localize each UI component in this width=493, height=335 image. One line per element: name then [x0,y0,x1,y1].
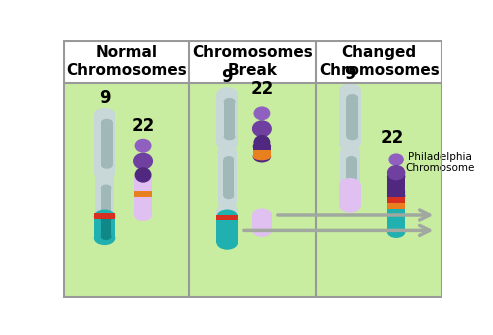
Ellipse shape [252,153,271,160]
Ellipse shape [252,208,272,221]
Text: 22: 22 [250,80,274,98]
Ellipse shape [252,120,272,137]
Bar [217,152,237,202]
Bar [189,40,316,82]
Ellipse shape [216,203,238,217]
Bar [316,40,443,82]
Bar [94,216,115,238]
Ellipse shape [216,236,238,250]
Bar [340,152,359,206]
Ellipse shape [101,185,111,192]
Bar [252,146,271,156]
Text: Philadelphia
Chromosome: Philadelphia Chromosome [405,152,475,174]
Bar [346,98,358,136]
Ellipse shape [252,150,271,162]
Ellipse shape [340,199,359,212]
Bar [101,123,113,165]
Ellipse shape [95,174,114,187]
Ellipse shape [252,224,272,237]
Ellipse shape [223,192,234,199]
Ellipse shape [387,165,405,180]
Text: 9: 9 [221,68,233,86]
Ellipse shape [339,178,361,192]
Text: Changed
Chromosomes: Changed Chromosomes [319,45,440,78]
Ellipse shape [94,209,115,223]
Bar [101,219,111,237]
Bar [252,215,272,230]
Ellipse shape [387,190,405,202]
Ellipse shape [223,156,234,163]
Ellipse shape [101,215,111,222]
Ellipse shape [94,231,115,245]
Ellipse shape [339,137,361,151]
Ellipse shape [339,83,361,97]
Bar [134,191,152,197]
Ellipse shape [135,139,151,153]
Ellipse shape [135,167,151,183]
Ellipse shape [346,94,358,102]
Ellipse shape [224,98,236,106]
Ellipse shape [134,209,152,221]
Ellipse shape [216,137,238,151]
Bar [94,115,115,173]
Ellipse shape [101,161,113,169]
Bar [63,40,189,82]
Ellipse shape [216,209,238,223]
Ellipse shape [346,133,358,140]
Ellipse shape [253,107,270,120]
Ellipse shape [252,140,271,152]
Ellipse shape [216,211,238,225]
Ellipse shape [387,186,405,198]
Ellipse shape [134,173,152,185]
Bar [216,215,238,220]
Text: Normal
Chromosomes: Normal Chromosomes [66,45,186,78]
Bar [387,203,405,209]
Bar [216,94,238,144]
Ellipse shape [216,87,238,101]
Bar [189,82,316,298]
Bar [252,150,271,156]
Bar [223,159,234,196]
Bar [339,90,361,144]
Ellipse shape [346,196,357,203]
Ellipse shape [387,171,405,183]
Bar [387,197,405,203]
Text: 22: 22 [132,117,155,135]
Ellipse shape [217,196,237,208]
Ellipse shape [387,226,405,238]
Bar [339,185,361,206]
Text: 9: 9 [99,89,110,107]
Ellipse shape [253,135,270,150]
Bar [387,177,405,196]
Ellipse shape [340,145,359,158]
Ellipse shape [224,133,236,140]
Bar [216,210,238,218]
Ellipse shape [94,108,115,122]
Bar [216,216,238,243]
Ellipse shape [339,199,361,213]
Ellipse shape [388,153,404,166]
Ellipse shape [133,153,153,170]
Bar [94,213,115,219]
Ellipse shape [101,119,113,126]
Ellipse shape [94,165,115,180]
Text: Chromosomes
Break: Chromosomes Break [192,45,313,78]
Bar [101,188,111,232]
Ellipse shape [101,233,111,240]
Bar [316,82,443,298]
Ellipse shape [95,232,114,245]
Ellipse shape [101,228,111,236]
Text: 9: 9 [344,65,356,82]
Bar [387,192,405,232]
Bar [95,180,114,238]
Text: 22: 22 [381,129,404,147]
Ellipse shape [217,145,237,158]
Bar [134,179,152,215]
Bar [346,159,357,200]
Ellipse shape [346,156,357,163]
Bar [63,82,189,298]
Bar [224,102,236,136]
